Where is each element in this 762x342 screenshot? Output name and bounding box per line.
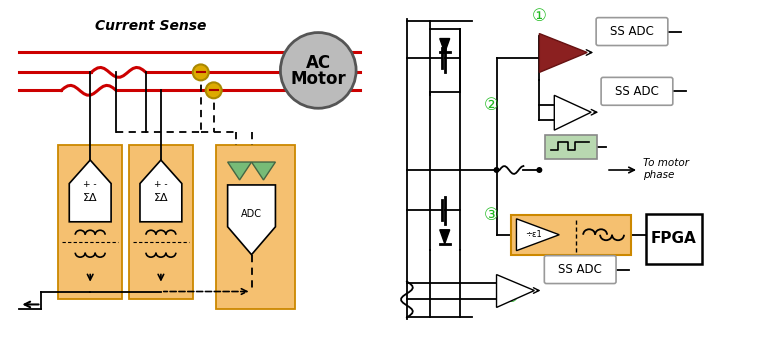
Text: AC: AC xyxy=(306,54,331,73)
Polygon shape xyxy=(497,275,534,307)
Text: FPGA: FPGA xyxy=(651,231,696,246)
FancyBboxPatch shape xyxy=(601,77,673,105)
Polygon shape xyxy=(440,230,450,244)
Text: ④: ④ xyxy=(504,289,519,306)
Circle shape xyxy=(280,32,356,108)
Text: To motor: To motor xyxy=(643,158,689,168)
Circle shape xyxy=(206,82,222,98)
Polygon shape xyxy=(554,95,591,130)
FancyBboxPatch shape xyxy=(596,18,668,45)
Text: phase: phase xyxy=(643,170,674,180)
Polygon shape xyxy=(251,162,275,180)
Text: ΣΔ: ΣΔ xyxy=(83,193,98,203)
Polygon shape xyxy=(440,39,450,52)
Text: ②: ② xyxy=(484,96,499,114)
FancyBboxPatch shape xyxy=(646,214,702,264)
Bar xyxy=(511,215,631,255)
Polygon shape xyxy=(539,34,588,73)
Bar xyxy=(216,145,296,310)
FancyBboxPatch shape xyxy=(546,135,597,159)
Polygon shape xyxy=(69,160,111,222)
Text: SS ADC: SS ADC xyxy=(610,25,654,38)
FancyBboxPatch shape xyxy=(544,256,616,284)
Text: + -: + - xyxy=(154,181,168,189)
Text: ①: ① xyxy=(532,6,547,25)
Bar xyxy=(59,145,122,300)
Polygon shape xyxy=(228,185,275,255)
Circle shape xyxy=(193,64,209,80)
Text: SS ADC: SS ADC xyxy=(559,263,602,276)
Polygon shape xyxy=(517,219,559,251)
Bar xyxy=(129,145,193,300)
Polygon shape xyxy=(140,160,182,222)
Text: Motor: Motor xyxy=(290,70,346,88)
Text: ÷ε1: ÷ε1 xyxy=(525,230,542,239)
Text: ΣΔ: ΣΔ xyxy=(154,193,168,203)
Circle shape xyxy=(494,167,500,173)
Text: Current Sense: Current Sense xyxy=(95,18,207,32)
Text: ADC: ADC xyxy=(241,209,262,219)
Text: ③: ③ xyxy=(484,206,499,224)
Circle shape xyxy=(536,167,543,173)
Polygon shape xyxy=(228,162,251,180)
Text: + -: + - xyxy=(83,181,97,189)
Text: SS ADC: SS ADC xyxy=(615,85,659,98)
